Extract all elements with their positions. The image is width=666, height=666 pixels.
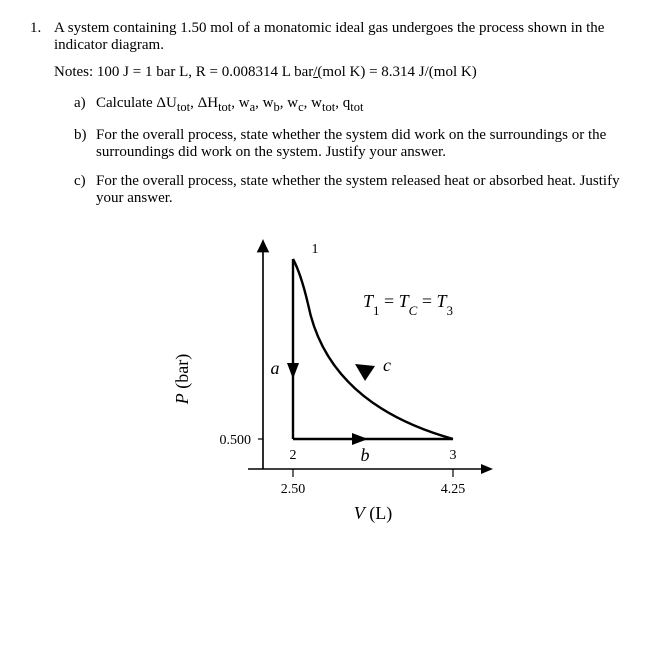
question-text: A system containing 1.50 mol of a monato… <box>54 20 636 54</box>
x-tick-250: 2.50 <box>281 482 306 497</box>
part-c-label: c) <box>74 173 96 207</box>
part-b-text: For the overall process, state whether t… <box>96 127 636 161</box>
part-c-text: For the overall process, state whether t… <box>96 173 636 207</box>
x-tick-425: 4.25 <box>441 482 466 497</box>
point-2-label: 2 <box>290 448 297 463</box>
point-3-label: 3 <box>450 448 457 463</box>
arrow-c <box>355 364 375 381</box>
part-b-label: b) <box>74 127 96 161</box>
x-axis-label: V (L) <box>354 503 392 524</box>
label-c: c <box>383 355 391 375</box>
notes-line: Notes: 100 J = 1 bar L, R = 0.008314 L b… <box>54 64 636 81</box>
part-a-text: Calculate ΔUtot, ΔHtot, wa, wb, wc, wtot… <box>96 95 636 115</box>
y-tick-0500: 0.500 <box>220 433 252 448</box>
question-number: 1. <box>30 20 54 54</box>
point-1-label: 1 <box>312 242 319 257</box>
arrow-b <box>352 433 368 445</box>
temp-equation: T1 = TC = T3 <box>363 291 453 318</box>
arrow-a <box>287 363 299 379</box>
process-c <box>293 259 453 439</box>
pv-diagram: 0.500 2.50 4.25 P (bar) V (L) 1 2 3 a b … <box>143 219 523 529</box>
label-b: b <box>361 445 370 465</box>
y-axis-label: P (bar) <box>172 354 193 405</box>
label-a: a <box>271 358 280 378</box>
part-a-label: a) <box>74 95 96 115</box>
